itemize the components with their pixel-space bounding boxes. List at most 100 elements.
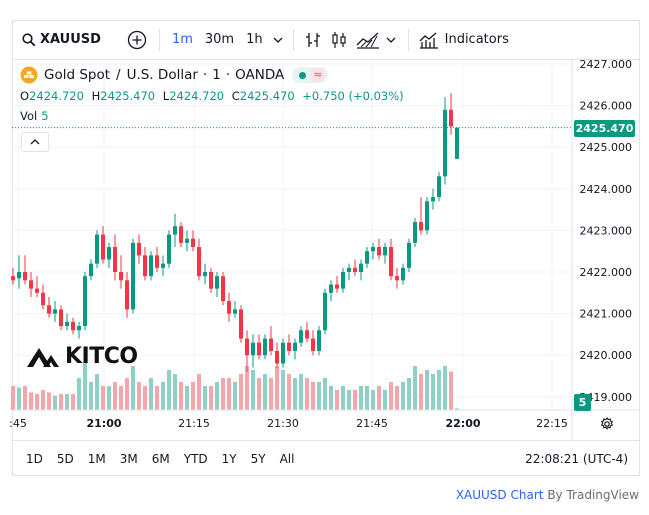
gear-icon[interactable] <box>600 417 614 431</box>
volume-bar <box>245 366 249 410</box>
volume-bar <box>29 392 33 410</box>
period-ytd[interactable]: YTD <box>183 451 208 466</box>
candle-body <box>365 251 369 264</box>
volume-bar <box>161 382 165 410</box>
volume-bar <box>23 386 27 410</box>
candle-body <box>305 330 309 339</box>
volume-bar <box>323 378 327 410</box>
chevron-down-icon[interactable] <box>386 37 396 43</box>
open-label: O <box>20 89 30 103</box>
candle-body <box>311 338 315 352</box>
volume-bar <box>203 386 207 410</box>
bar-chart-icon[interactable] <box>304 31 322 49</box>
volume-bar <box>89 382 93 410</box>
candle-body <box>335 284 339 289</box>
candle-body <box>233 309 237 314</box>
open-value: 2424.720 <box>29 89 84 103</box>
candle-body <box>251 342 255 356</box>
candle-body <box>407 242 411 268</box>
time-tick-label: 22:00 <box>445 417 480 430</box>
volume-bar <box>167 370 171 410</box>
volume-bar <box>305 378 309 410</box>
chevron-down-icon[interactable] <box>273 37 283 43</box>
volume-bar <box>227 378 231 410</box>
volume-bar <box>125 378 129 410</box>
volume-bar <box>275 366 279 410</box>
market-status-pill[interactable]: ≈ <box>292 67 329 83</box>
attribution-chart-word: Chart <box>510 488 544 502</box>
clock[interactable]: 22:08:21 (UTC-4) <box>525 452 628 466</box>
candle-body <box>263 338 267 356</box>
kitco-logo: KITCO <box>25 344 138 369</box>
volume-bar <box>413 366 417 410</box>
add-symbol-button[interactable] <box>127 20 147 60</box>
legend-separator: / <box>116 67 121 83</box>
period-3m[interactable]: 3M <box>119 451 138 466</box>
candle-body <box>359 263 363 272</box>
candle-body <box>59 309 63 327</box>
volume-bar <box>365 386 369 410</box>
volume-bar <box>59 394 63 410</box>
candle-body <box>23 272 27 281</box>
volume-bar <box>119 386 123 410</box>
volume-bar <box>77 378 81 410</box>
attribution-symbol: XAUUSD <box>455 488 507 502</box>
price-tick-label: 2424.000 <box>580 183 633 196</box>
time-tick-label: 21:15 <box>178 417 210 430</box>
volume-bar <box>221 378 225 410</box>
period-5d[interactable]: 5D <box>56 451 74 466</box>
candle-body <box>419 222 423 231</box>
timeframe-1m[interactable]: 1m <box>171 32 193 47</box>
volume-legend: Vol 5 <box>20 109 49 123</box>
candle-body <box>71 321 75 331</box>
high-label: H <box>91 89 101 103</box>
candle-body <box>245 338 249 356</box>
candle-body <box>413 222 417 243</box>
close-label: C <box>231 89 240 103</box>
candle-body <box>83 276 87 327</box>
attribution-by: By <box>547 488 563 502</box>
attribution[interactable]: XAUUSD Chart By TradingView <box>456 488 639 502</box>
candle-body <box>65 321 69 327</box>
volume-bar <box>341 386 345 410</box>
price-tick-label: 2419.000 <box>580 391 633 404</box>
indicators-button[interactable]: Indicators <box>419 20 509 60</box>
candle-body <box>149 255 153 277</box>
period-1d[interactable]: 1D <box>26 451 43 466</box>
volume-bar <box>149 378 153 410</box>
symbol-search[interactable]: XAUUSD <box>22 20 101 60</box>
candle-chart-icon[interactable] <box>330 31 348 49</box>
volume-bar <box>137 382 141 410</box>
candle-body <box>347 267 351 272</box>
period-5y[interactable]: 5Y <box>250 451 266 466</box>
period-1y[interactable]: 1Y <box>221 451 237 466</box>
volume-bar <box>17 387 21 410</box>
candle-body <box>449 109 453 127</box>
volume-bar <box>317 382 321 410</box>
toolbar-divider <box>407 28 409 51</box>
volume-bar <box>179 382 183 410</box>
time-tick-label: 22:15 <box>536 417 568 430</box>
volume-bar <box>185 386 189 410</box>
period-1m[interactable]: 1M <box>87 451 106 466</box>
add-symbol-icon <box>127 30 147 50</box>
candle-body <box>317 330 321 352</box>
volume-bar <box>215 382 219 410</box>
period-all[interactable]: All <box>279 451 295 466</box>
candle-body <box>77 326 81 331</box>
data-source: OANDA <box>235 67 285 83</box>
timeframe-1h[interactable]: 1h <box>246 32 263 47</box>
timeframe-30m[interactable]: 30m <box>204 32 235 47</box>
collapse-legend-button[interactable] <box>21 132 49 152</box>
volume-bar <box>449 371 453 410</box>
volume-bar <box>455 408 459 410</box>
area-chart-icon[interactable] <box>356 31 380 49</box>
price-tick-label: 2420.000 <box>580 349 633 362</box>
period-6m[interactable]: 6M <box>151 451 170 466</box>
volume-bar <box>293 378 297 410</box>
volume-bar <box>425 370 429 410</box>
volume-bar <box>389 382 393 410</box>
price-tick-label: 2423.000 <box>580 224 633 237</box>
volume-bar <box>83 362 87 410</box>
